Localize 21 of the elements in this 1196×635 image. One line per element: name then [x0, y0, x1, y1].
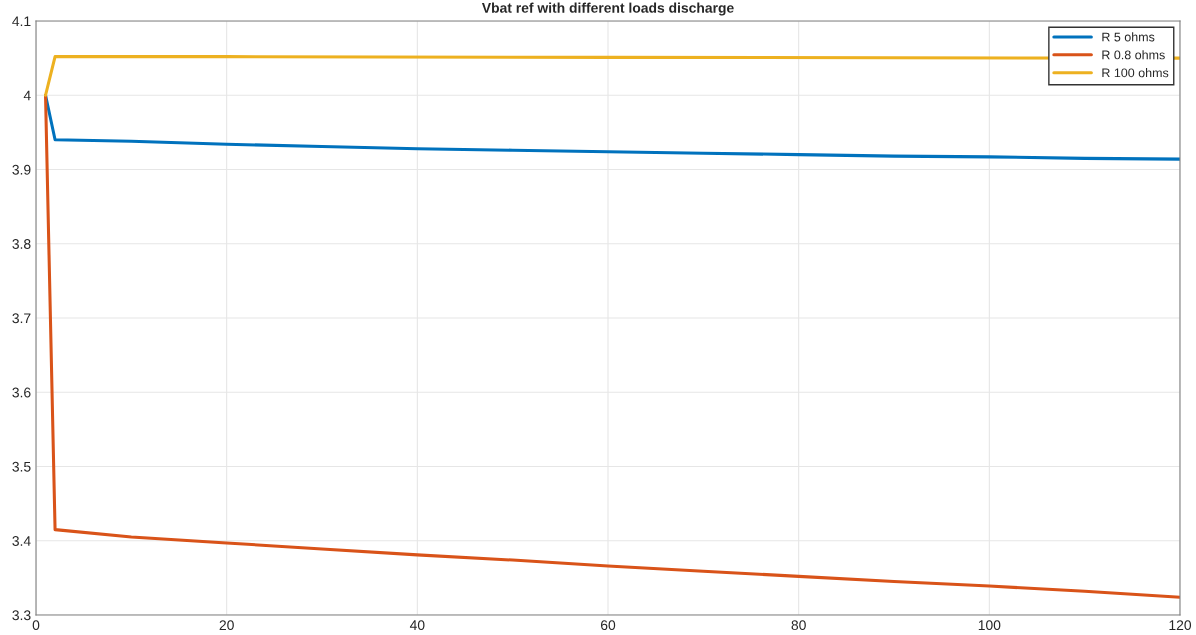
y-tick-label: 3.4	[12, 536, 31, 546]
x-tick-label: 120	[1169, 620, 1192, 631]
y-tick-label: 3.9	[12, 164, 31, 175]
y-tick-label: 4	[23, 90, 31, 101]
x-tick-label: 20	[219, 620, 234, 631]
y-tick-label: 3.5	[12, 461, 31, 472]
x-tick-label: 100	[978, 620, 1001, 631]
legend-label: R 5 ohms	[1102, 32, 1155, 42]
y-tick-label: 3.3	[12, 610, 31, 621]
y-tick-label: 3.7	[12, 313, 31, 324]
legend-label: R 0.8 ohms	[1102, 50, 1165, 60]
chart-title: Vbat ref with different loads discharge	[481, 2, 734, 16]
y-tick-label: 3.8	[12, 239, 31, 249]
x-tick-label: 40	[409, 620, 425, 631]
line-series	[44, 93, 1180, 599]
x-tick-label: 60	[600, 620, 616, 631]
x-tick-label: 0	[32, 620, 40, 631]
x-tick-label: 80	[791, 620, 806, 631]
y-tick-label: 3.6	[12, 387, 31, 398]
y-tick-label: 4.1	[12, 16, 31, 27]
legend-label: R 100 ohms	[1102, 68, 1169, 78]
